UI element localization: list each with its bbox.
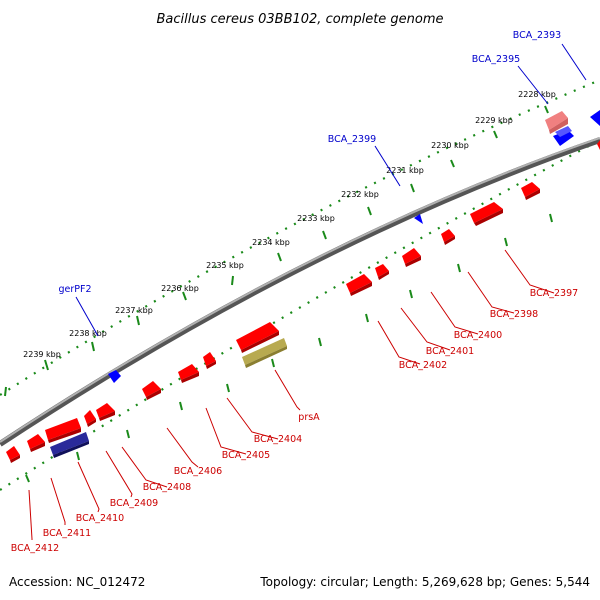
- gene-arrow-bca-2412[interactable]: [6, 446, 20, 460]
- reverse-gene-labels: BCA_2397 BCA_2398 BCA_2400 BCA_2401 BCA_…: [11, 288, 578, 554]
- gene-arrow-bca-2408[interactable]: [96, 403, 115, 418]
- gene-label-bca-2398[interactable]: BCA_2398: [490, 309, 538, 320]
- gene-arrow-bca-2399[interactable]: [414, 214, 423, 224]
- outer-tick-track: [0, 78, 600, 396]
- gene-label-bca-2400[interactable]: BCA_2400: [454, 330, 502, 341]
- gene-label-bca-2397[interactable]: BCA_2397: [530, 288, 578, 299]
- gene-arrow-bca-2398[interactable]: [470, 202, 503, 223]
- kbp-labels: 2228 kbp 2229 kbp 2230 kbp 2231 kbp 2232…: [23, 90, 556, 359]
- gene-arrow-bca-2411[interactable]: [27, 434, 45, 449]
- gene-arrow-red[interactable]: [236, 322, 279, 350]
- feature-blue-box[interactable]: [50, 432, 89, 455]
- kbp-label: 2232 kbp: [341, 190, 379, 199]
- gene-arrow-red[interactable]: [597, 140, 600, 150]
- gene-label-bca-2409[interactable]: BCA_2409: [110, 498, 158, 509]
- outer-major-ticks: [4, 105, 549, 397]
- gene-arrow-bca-2401[interactable]: [402, 248, 421, 264]
- kbp-label: 2228 kbp: [518, 90, 556, 99]
- map-title: Bacillus cereus 03BB102, complete genome: [156, 12, 443, 27]
- gene-label-bca-2395[interactable]: BCA_2395: [472, 54, 520, 65]
- kbp-label: 2235 kbp: [206, 261, 244, 270]
- gene-label-bca-2402[interactable]: BCA_2402: [399, 360, 447, 371]
- gene-label-bca-2405[interactable]: BCA_2405: [222, 450, 270, 461]
- inner-major-ticks: [25, 213, 553, 483]
- gene-label-bca-2410[interactable]: BCA_2410: [76, 513, 124, 524]
- gene-arrow-bca-2410[interactable]: [45, 418, 81, 440]
- gene-arrow-bca-2406[interactable]: [142, 381, 161, 397]
- gene-label-gerpf2[interactable]: gerPF2: [58, 284, 91, 295]
- reverse-leader-lines: [28, 249, 555, 540]
- gene-label-bca-2404[interactable]: BCA_2404: [254, 434, 302, 445]
- gene-label-bca-2401[interactable]: BCA_2401: [426, 346, 474, 357]
- gene-arrow-bca-2393[interactable]: [590, 110, 600, 126]
- forward-gene-labels: BCA_2393 BCA_2395 BCA_2399 gerPF2: [58, 30, 561, 295]
- forward-genes: [108, 110, 600, 383]
- kbp-label: 2239 kbp: [23, 350, 61, 359]
- gene-arrow-bca-2400[interactable]: [441, 229, 455, 242]
- gene-arrow-bca-2404[interactable]: [203, 352, 216, 366]
- gene-arrow-bca-2405[interactable]: [178, 364, 199, 380]
- gene-arrow-bca-2402[interactable]: [375, 264, 389, 277]
- kbp-label: 2233 kbp: [297, 214, 335, 223]
- gene-arrow-highlight[interactable]: [545, 111, 568, 130]
- gene-arrow-red[interactable]: [346, 274, 372, 293]
- gene-label-bca-2411[interactable]: BCA_2411: [43, 528, 91, 539]
- kbp-label: 2229 kbp: [475, 116, 513, 125]
- kbp-label: 2236 kbp: [161, 284, 199, 293]
- gene-label-bca-2412[interactable]: BCA_2412: [11, 543, 59, 554]
- kbp-label: 2231 kbp: [386, 166, 424, 175]
- gene-label-bca-2408[interactable]: BCA_2408: [143, 482, 191, 493]
- reverse-genes: [6, 111, 600, 463]
- genome-backbone: [0, 137, 600, 447]
- gene-label-bca-2406[interactable]: BCA_2406: [174, 466, 222, 477]
- gene-label-bca-2399[interactable]: BCA_2399: [328, 134, 376, 145]
- kbp-label: 2230 kbp: [431, 141, 469, 150]
- kbp-label: 2234 kbp: [252, 238, 290, 247]
- kbp-label: 2238 kbp: [69, 329, 107, 338]
- gene-arrow-bca-2409[interactable]: [84, 410, 96, 424]
- kbp-label: 2237 kbp: [115, 306, 153, 315]
- topology-text: Topology: circular; Length: 5,269,628 bp…: [259, 575, 590, 589]
- gene-arrow-gerpf2[interactable]: [108, 370, 121, 383]
- gene-arrow-bca-2397[interactable]: [521, 182, 540, 197]
- gene-label-prsa[interactable]: prsA: [298, 412, 320, 423]
- gene-label-bca-2393[interactable]: BCA_2393: [513, 30, 561, 41]
- forward-leader-lines: [75, 43, 587, 337]
- feature-prsa[interactable]: [242, 338, 287, 365]
- accession-text: Accession: NC_012472: [9, 575, 145, 589]
